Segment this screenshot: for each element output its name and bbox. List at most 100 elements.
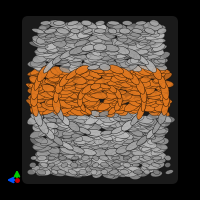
Ellipse shape: [117, 104, 128, 111]
Ellipse shape: [103, 160, 123, 169]
Ellipse shape: [146, 124, 158, 131]
Ellipse shape: [99, 39, 113, 46]
Ellipse shape: [27, 169, 36, 175]
Ellipse shape: [142, 131, 155, 139]
Ellipse shape: [99, 136, 109, 145]
Ellipse shape: [40, 51, 58, 60]
Ellipse shape: [154, 72, 172, 82]
Ellipse shape: [116, 49, 133, 59]
Ellipse shape: [43, 121, 58, 128]
Ellipse shape: [85, 69, 101, 78]
Ellipse shape: [57, 109, 72, 117]
Ellipse shape: [66, 115, 78, 124]
Ellipse shape: [49, 109, 66, 119]
Ellipse shape: [48, 20, 66, 27]
Ellipse shape: [126, 77, 146, 83]
Ellipse shape: [51, 52, 69, 61]
Ellipse shape: [90, 38, 102, 46]
Ellipse shape: [138, 159, 151, 164]
Ellipse shape: [118, 44, 132, 53]
Ellipse shape: [60, 64, 75, 73]
Ellipse shape: [75, 149, 89, 156]
Ellipse shape: [107, 61, 122, 71]
Ellipse shape: [140, 118, 158, 126]
Ellipse shape: [34, 143, 49, 152]
Ellipse shape: [140, 144, 151, 153]
Ellipse shape: [118, 104, 131, 112]
Ellipse shape: [111, 149, 122, 157]
Ellipse shape: [124, 44, 141, 52]
Ellipse shape: [73, 95, 92, 103]
Ellipse shape: [53, 128, 67, 137]
Ellipse shape: [130, 65, 142, 72]
Ellipse shape: [110, 134, 124, 144]
Ellipse shape: [64, 34, 77, 44]
Ellipse shape: [98, 84, 111, 89]
Ellipse shape: [107, 91, 123, 102]
Ellipse shape: [85, 41, 97, 50]
Ellipse shape: [140, 88, 147, 103]
Ellipse shape: [134, 47, 150, 54]
Ellipse shape: [32, 54, 48, 63]
Ellipse shape: [128, 146, 142, 152]
Ellipse shape: [122, 35, 134, 43]
Ellipse shape: [64, 42, 79, 51]
Ellipse shape: [47, 55, 64, 63]
Ellipse shape: [34, 48, 50, 54]
Ellipse shape: [135, 21, 146, 25]
Ellipse shape: [150, 135, 164, 144]
Ellipse shape: [99, 155, 108, 161]
Ellipse shape: [156, 80, 174, 88]
Ellipse shape: [153, 156, 162, 160]
Ellipse shape: [70, 96, 89, 103]
Ellipse shape: [30, 137, 47, 147]
Ellipse shape: [51, 137, 67, 144]
Ellipse shape: [28, 93, 42, 100]
Ellipse shape: [157, 28, 167, 34]
Ellipse shape: [48, 74, 66, 85]
Ellipse shape: [85, 105, 103, 111]
Ellipse shape: [101, 130, 113, 135]
Ellipse shape: [80, 77, 95, 84]
Ellipse shape: [63, 148, 77, 155]
Ellipse shape: [81, 62, 93, 69]
Ellipse shape: [100, 44, 112, 52]
Ellipse shape: [53, 166, 67, 172]
Ellipse shape: [89, 78, 103, 86]
Ellipse shape: [41, 136, 57, 146]
Ellipse shape: [137, 169, 149, 177]
Ellipse shape: [39, 159, 51, 166]
Ellipse shape: [79, 100, 85, 112]
Ellipse shape: [102, 146, 113, 155]
Ellipse shape: [115, 132, 129, 142]
Ellipse shape: [58, 105, 74, 114]
Ellipse shape: [142, 163, 149, 167]
Ellipse shape: [77, 46, 91, 54]
Ellipse shape: [96, 32, 114, 40]
Ellipse shape: [98, 84, 112, 91]
Ellipse shape: [107, 109, 118, 118]
Ellipse shape: [27, 69, 45, 76]
Ellipse shape: [113, 38, 128, 48]
Ellipse shape: [126, 157, 142, 165]
Ellipse shape: [36, 147, 52, 157]
Ellipse shape: [91, 153, 103, 158]
Ellipse shape: [95, 115, 106, 124]
Ellipse shape: [151, 171, 162, 177]
Ellipse shape: [30, 65, 46, 75]
Ellipse shape: [127, 84, 146, 92]
Ellipse shape: [55, 92, 75, 101]
Ellipse shape: [112, 145, 122, 152]
Ellipse shape: [29, 83, 42, 88]
Ellipse shape: [91, 50, 101, 56]
Ellipse shape: [118, 168, 132, 174]
Ellipse shape: [91, 169, 97, 175]
Ellipse shape: [161, 119, 171, 127]
Ellipse shape: [147, 25, 166, 34]
Ellipse shape: [79, 169, 87, 175]
Ellipse shape: [43, 62, 56, 69]
Ellipse shape: [134, 116, 151, 126]
Ellipse shape: [115, 101, 121, 111]
Ellipse shape: [153, 63, 167, 70]
Ellipse shape: [151, 145, 167, 156]
